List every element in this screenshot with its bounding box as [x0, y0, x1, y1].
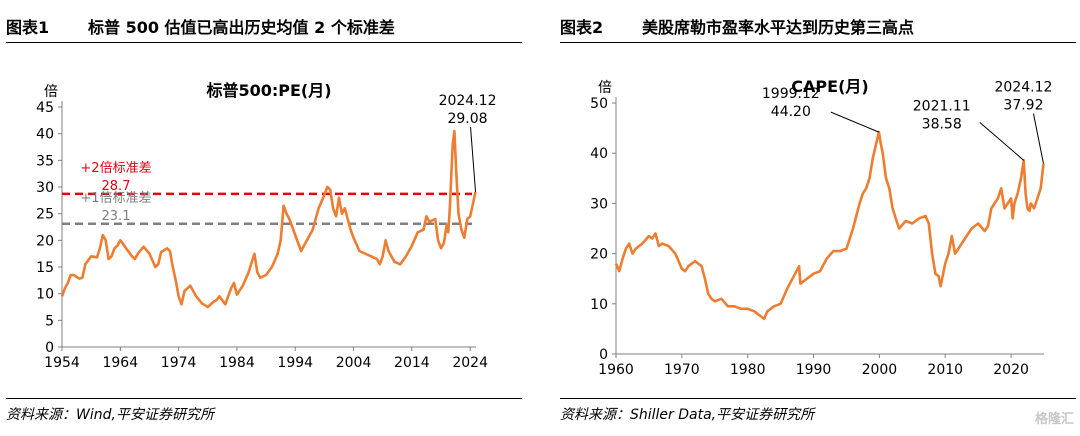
- figure-caption: 标普 500 估值已高出历史均值 2 个标准差: [88, 18, 395, 37]
- x-tick-label: 1954: [44, 355, 80, 371]
- y-tick-label: 10: [590, 297, 608, 313]
- chart-title: 标普500:PE(月): [205, 81, 331, 100]
- x-tick-label: 2010: [927, 362, 963, 378]
- x-tick-label: 2014: [394, 355, 430, 371]
- annotation-date: 2021.11: [913, 98, 971, 114]
- x-tick-label: 2004: [336, 355, 372, 371]
- reference-line-label: +2倍标准差: [80, 161, 151, 176]
- x-tick-label: 2024: [452, 355, 488, 371]
- y-tick-label: 35: [36, 153, 54, 169]
- pe-line-chart: 标普500:PE(月) 倍 0 5 10 15 20 25 30 35 40 45 1954 1964 19…: [36, 81, 497, 371]
- y-tick-label: 5: [45, 313, 54, 329]
- reference-line-label: +1倍标准差: [80, 191, 151, 206]
- reference-line-value: 28.7: [102, 179, 131, 194]
- bottom-rule: [560, 398, 1076, 399]
- series-line: [60, 129, 477, 309]
- y-tick-label: 10: [36, 287, 54, 303]
- x-tick-label: 1974: [161, 355, 197, 371]
- annotation-value: 37.92: [1003, 98, 1043, 114]
- y-tick-label: 45: [36, 100, 54, 116]
- y-tick-label: 0: [599, 347, 608, 363]
- x-tick-label: 1994: [277, 355, 313, 371]
- annotation-value: 29.08: [447, 111, 487, 127]
- x-tick-label: 1964: [102, 355, 138, 371]
- y-tick-label: 30: [36, 180, 54, 196]
- y-axis-unit: 倍: [598, 80, 612, 96]
- top-rule: [6, 42, 522, 43]
- left-figure-panel: 图表1 标普 500 估值已高出历史均值 2 个标准差 标普500:PE(月) 倍 0…: [6, 0, 522, 436]
- annotation-leader: [1032, 113, 1044, 164]
- figure-title: 图表1 标普 500 估值已高出历史均值 2 个标准差: [6, 14, 395, 38]
- figure-number: 图表1: [6, 18, 50, 37]
- figure-number: 图表2: [560, 18, 604, 37]
- x-tick-label: 1990: [796, 362, 832, 378]
- x-tick-label: 2000: [862, 362, 898, 378]
- annotation-value: 44.20: [771, 104, 811, 120]
- series-line: [614, 130, 1045, 321]
- source-note: 资料来源：Wind,平安证券研究所: [6, 407, 214, 423]
- right-figure-panel: 图表2 美股席勒市盈率水平达到历史第三高点 CAPE(月) 倍 0 10 20 30 40 50…: [560, 0, 1076, 436]
- x-tick-label: 1970: [664, 362, 700, 378]
- annotation-leader: [979, 121, 1025, 161]
- annotation-leader: [470, 126, 477, 192]
- annotation-date: 2024.12: [439, 93, 497, 109]
- y-tick-label: 40: [590, 146, 608, 162]
- y-tick-label: 0: [45, 340, 54, 356]
- y-tick-label: 20: [36, 233, 54, 249]
- y-tick-label: 40: [36, 127, 54, 143]
- y-tick-label: 50: [590, 96, 608, 112]
- y-axis-unit: 倍: [44, 84, 58, 100]
- y-tick-label: 15: [36, 260, 54, 276]
- y-tick-label: 30: [590, 196, 608, 212]
- x-tick-label: 1980: [730, 362, 766, 378]
- top-rule: [560, 42, 1076, 43]
- annotation-date: 2024.12: [995, 80, 1053, 96]
- watermark-logo: 格隆汇: [1034, 412, 1074, 427]
- annotation-date: 1999.12: [762, 86, 820, 102]
- x-tick-label: 1984: [219, 355, 255, 371]
- y-tick-label: 20: [590, 247, 608, 263]
- chart-title: CAPE(月): [791, 77, 868, 96]
- source-note: 资料来源：Shiller Data,平安证券研究所: [560, 407, 815, 423]
- bottom-rule: [6, 398, 522, 399]
- cape-line-chart: CAPE(月) 倍 0 10 20 30 40 50 1960 1970 1980 1990 2000 2…: [590, 77, 1053, 378]
- x-tick-label: 1960: [598, 362, 634, 378]
- figure-caption: 美股席勒市盈率水平达到历史第三高点: [642, 18, 915, 37]
- figure-title: 图表2 美股席勒市盈率水平达到历史第三高点: [560, 14, 914, 38]
- reference-line-value: 23.1: [102, 209, 131, 224]
- annotation-leader: [830, 111, 880, 133]
- y-tick-label: 25: [36, 207, 54, 223]
- annotation-value: 38.58: [922, 116, 962, 132]
- x-tick-label: 2020: [993, 362, 1029, 378]
